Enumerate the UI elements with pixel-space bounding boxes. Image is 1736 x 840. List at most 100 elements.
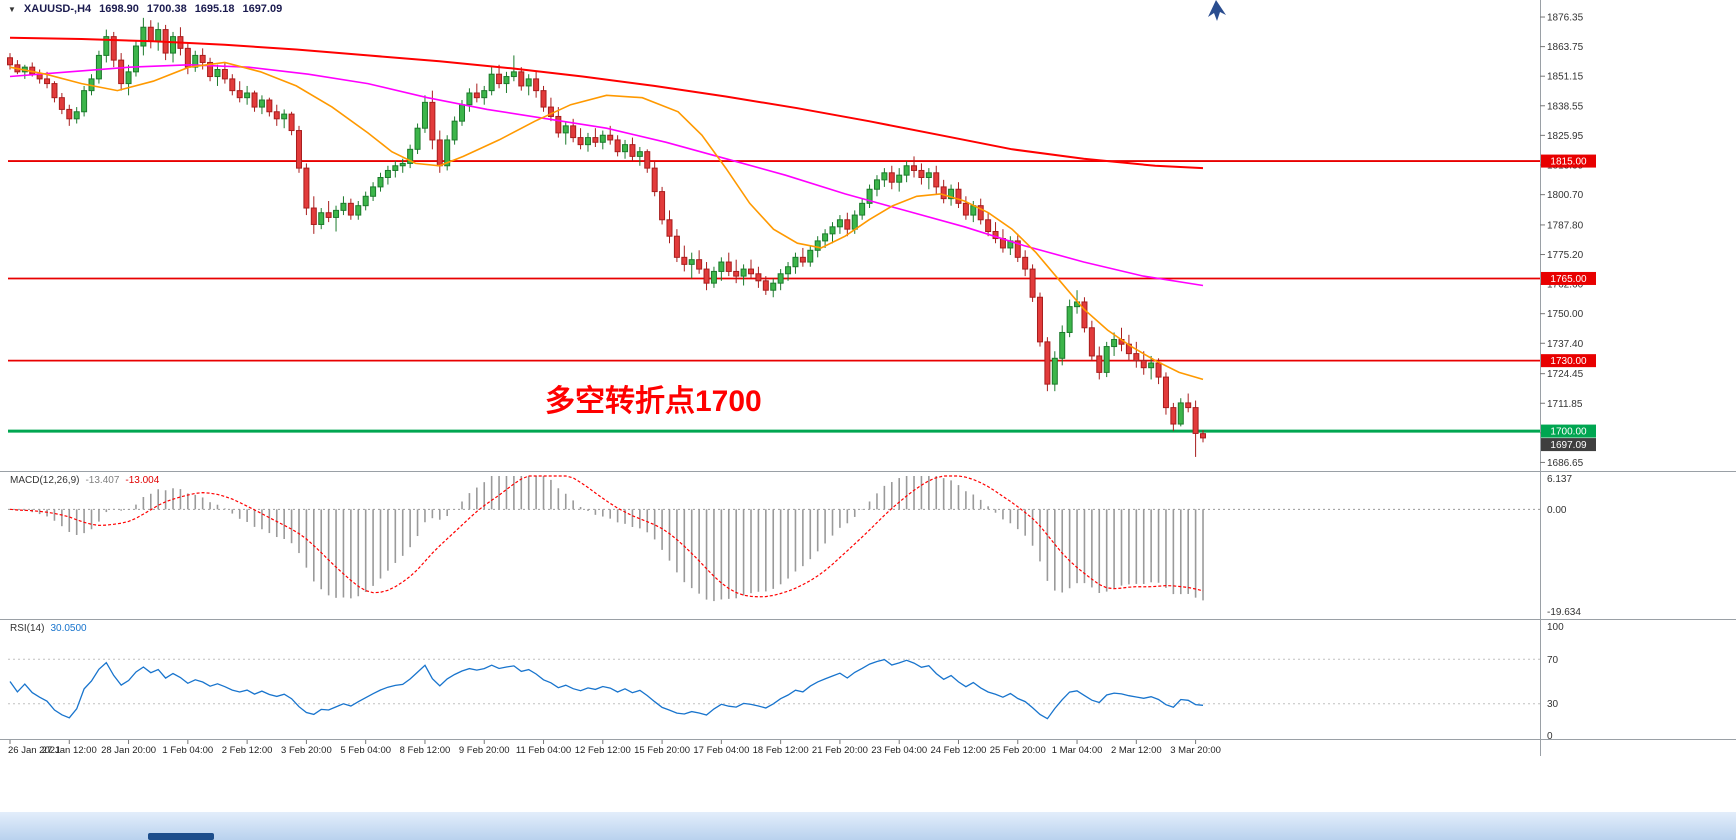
candle [644,149,651,173]
candle [718,257,725,281]
price-label-boxes: 1815.00 1765.00 1730.00 1700.00 1697.09 [1541,154,1596,452]
price-tick-label: 1724.45 [1547,369,1584,380]
price-tick-label: 1838.55 [1547,101,1584,112]
candle [770,278,777,298]
candle [829,222,836,244]
candle-body [533,78,540,92]
candle-body [703,268,710,284]
candle [1133,341,1140,368]
price-level-label [1541,424,1596,438]
bottom-bar-item[interactable] [148,833,214,840]
time-axis-label: 3 Feb 20:00 [281,745,332,756]
chart-canvas: 1876.351863.751851.151838.551825.951813.… [0,0,1736,756]
candle [636,146,643,166]
level-lines [8,160,1540,433]
candle-body [51,83,58,99]
candle [925,168,932,190]
candle-body [799,256,806,263]
quote-high: 1700.38 [146,3,187,15]
candle [1185,393,1192,413]
candle-body [740,268,747,277]
candle-body [948,188,955,200]
candle-body [659,191,666,221]
candle-body [510,71,517,78]
candle [362,191,369,211]
candle [392,161,399,178]
candle-body [1036,296,1043,343]
candle-body [525,78,532,87]
candle [1022,250,1029,277]
candle [73,107,80,124]
mouse-cursor [1208,0,1226,21]
time-axis-label: 11 Feb 04:00 [516,745,571,756]
candle [985,212,992,237]
candle-body [955,188,962,204]
candle-body [681,256,688,265]
candle-body [1170,407,1177,425]
candle-body [73,111,80,120]
candle-body [829,226,836,235]
candle [903,161,910,183]
candle [681,245,688,272]
candle [1096,346,1103,380]
candle-body [325,212,332,218]
candle-body [207,61,214,78]
candle-body [666,219,673,237]
candle-body [1177,402,1184,425]
rsi-axis-label: 70 [1547,655,1559,666]
candle [755,266,762,288]
price-tick-label: 1762.60 [1547,280,1584,291]
price-tick-label: 1711.85 [1547,399,1583,410]
candle-body [1200,433,1207,439]
candle-body [103,36,110,56]
candle [1192,400,1199,457]
price-tick-label: 1737.40 [1547,339,1584,350]
candle [466,88,473,112]
macd-signal-line [9,475,1204,598]
candle-body [622,144,629,153]
candle-body [785,266,792,275]
candle [103,29,110,63]
time-axis-label: 25 Feb 20:00 [990,745,1046,756]
candle-body [1044,341,1051,385]
candle-body [399,162,406,167]
candle [184,43,191,75]
candle [1044,337,1051,392]
candle [896,168,903,192]
candle-body [696,259,703,270]
candle [866,184,873,209]
candle-body [518,71,525,87]
candle [1200,430,1207,443]
annotation-text: 多空转折点1700 [545,385,762,418]
candle [844,212,851,237]
candle-body [673,235,680,258]
candle-body [1014,240,1021,258]
time-axis-label: 15 Feb 20:00 [634,745,690,756]
quote-close: 1697.09 [242,3,283,15]
macd-main-value: -13.407 [85,475,120,486]
candle-body [362,195,369,207]
candle [66,104,73,126]
current-price-label-text: 1697.09 [1550,440,1587,451]
candle-body [444,139,451,167]
candle [229,74,236,96]
candle-body [859,202,866,216]
candle-body [977,205,984,221]
panel-separators [0,0,1736,756]
candle [481,85,488,105]
candle [725,252,732,277]
candle-body [547,106,554,117]
candle [584,132,591,152]
candle [118,53,125,91]
candle-body [755,273,762,282]
candle-body [903,165,910,176]
time-axis-label: 9 Feb 20:00 [459,745,510,756]
time-axis-label: 23 Feb 04:00 [871,745,927,756]
candle-body [110,36,117,61]
candle [295,125,302,173]
price-level-label [1541,354,1596,368]
symbol-dropdown-icon[interactable]: ▼ [8,4,16,14]
candle-body [459,104,466,122]
ma-upper-red [9,36,1204,170]
